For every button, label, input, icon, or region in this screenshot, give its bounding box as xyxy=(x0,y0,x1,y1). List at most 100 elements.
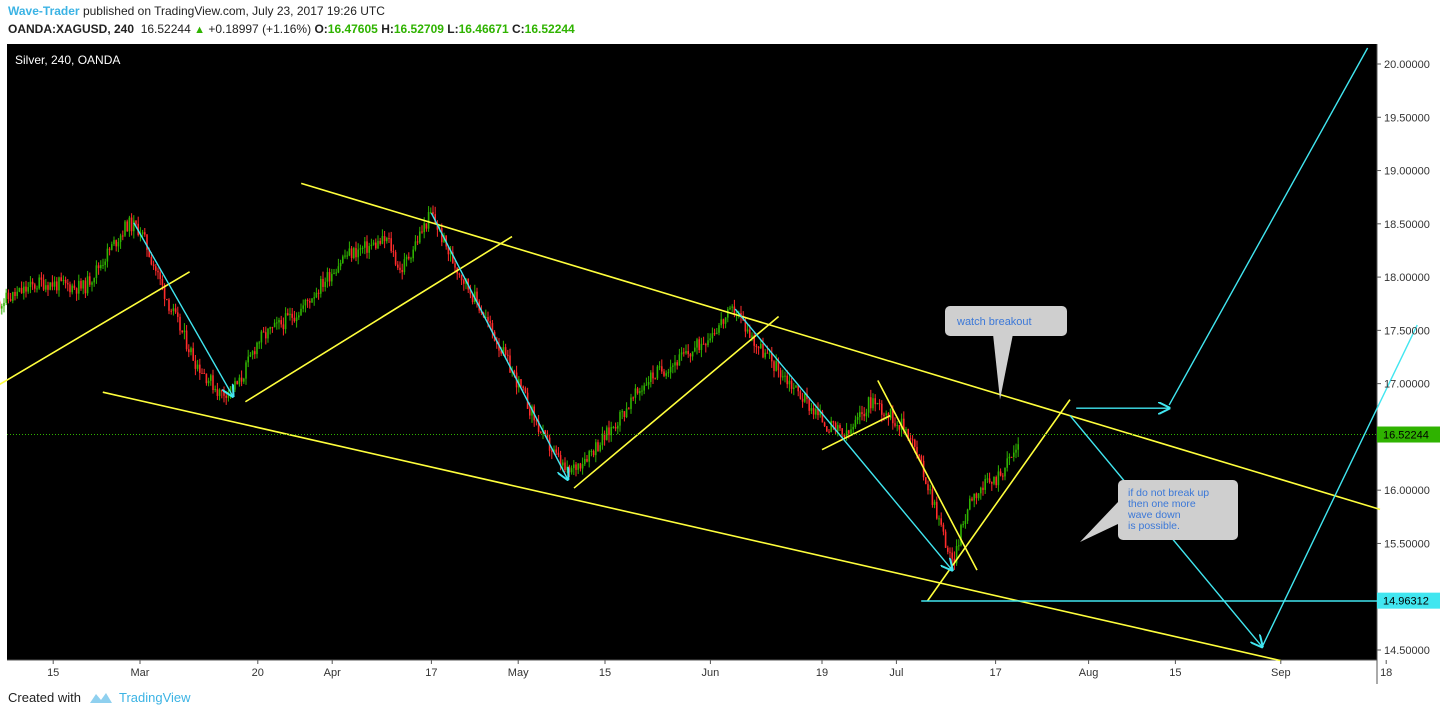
candle-body xyxy=(577,463,579,470)
candle-body xyxy=(212,375,214,391)
price-chart[interactable]: 20.00000 19.50000 19.00000 18.50000 18.00000… xyxy=(0,44,1440,684)
author-link[interactable]: Wave-Trader xyxy=(8,4,80,18)
candle-body xyxy=(801,398,804,402)
candle-body xyxy=(434,214,436,223)
candle-body xyxy=(628,408,630,410)
candle-body xyxy=(885,413,887,416)
candle-body xyxy=(839,425,841,429)
candle-body xyxy=(427,211,430,229)
candle-body xyxy=(161,279,164,286)
candle-body xyxy=(381,236,384,244)
candle-body xyxy=(45,285,47,290)
time-axis[interactable] xyxy=(7,660,1377,684)
y-tick-label: 17.00000 xyxy=(1384,379,1430,391)
candle-body xyxy=(289,313,291,316)
candle-body xyxy=(502,347,505,354)
candle-body xyxy=(36,288,38,290)
x-tick-label: 15 xyxy=(47,667,59,679)
level-price-label xyxy=(1377,592,1440,609)
candle-body xyxy=(676,362,678,366)
candle-body xyxy=(790,380,793,389)
candle-body xyxy=(51,282,54,287)
candle-body xyxy=(421,231,423,233)
candle-body xyxy=(665,373,667,376)
candle-body xyxy=(5,292,7,303)
candle-body xyxy=(661,366,663,372)
candle-body xyxy=(317,292,320,294)
candle-body xyxy=(647,381,650,385)
candle-body xyxy=(16,291,18,296)
candle-body xyxy=(201,372,203,374)
candle-body xyxy=(280,320,282,325)
candle-body xyxy=(656,366,659,379)
cyan-arrow xyxy=(430,212,567,479)
candle-body xyxy=(995,476,997,486)
candle-body xyxy=(194,360,197,369)
candle-body xyxy=(837,425,839,432)
candle-body xyxy=(247,356,249,363)
candle-body xyxy=(392,251,395,253)
candle-body xyxy=(262,331,265,333)
x-tick-label: Aug xyxy=(1079,667,1099,679)
candle-body xyxy=(696,339,698,348)
candle-body xyxy=(141,232,144,234)
candle-body xyxy=(691,351,694,357)
candle-body xyxy=(975,493,978,499)
candle-body xyxy=(258,342,260,344)
candle-body xyxy=(537,420,540,432)
candle-body xyxy=(183,330,186,333)
candle-body xyxy=(148,249,150,257)
candle-body xyxy=(793,387,795,389)
candle-body xyxy=(984,479,986,490)
candle-body xyxy=(614,427,617,429)
candle-body xyxy=(669,366,672,373)
candle-body xyxy=(249,354,252,357)
symbol-name: OANDA:XAGUSD, 240 xyxy=(8,22,135,36)
candle-body xyxy=(636,388,639,394)
candle-body xyxy=(256,342,258,355)
candle-body xyxy=(86,276,89,294)
candle-body xyxy=(603,433,606,440)
candle-body xyxy=(947,547,949,552)
candle-body xyxy=(584,458,586,465)
candle-body xyxy=(933,501,936,505)
candle-body xyxy=(163,285,166,299)
candle-body xyxy=(214,389,216,391)
price-axis[interactable] xyxy=(1377,44,1440,684)
candle-body xyxy=(958,545,960,547)
candle-body xyxy=(971,498,973,501)
candle-body xyxy=(133,220,135,232)
publish-line: Wave-Trader published on TradingView.com… xyxy=(8,4,385,18)
candle-body xyxy=(234,381,236,390)
cyan-arrow xyxy=(734,308,952,570)
candle-body xyxy=(449,252,452,255)
candle-body xyxy=(716,332,718,334)
candle-body xyxy=(834,422,837,432)
callout-pointer xyxy=(993,334,1013,400)
candle-body xyxy=(177,312,179,317)
candle-body xyxy=(909,438,912,440)
cyan-line xyxy=(1168,47,1369,406)
candle-body xyxy=(1013,452,1015,457)
candle-body xyxy=(597,442,599,451)
x-tick-label: 19 xyxy=(816,667,828,679)
candle-body xyxy=(986,478,989,480)
candle-body xyxy=(1008,456,1011,459)
candle-body xyxy=(364,241,366,248)
candle-body xyxy=(223,391,225,396)
candle-body xyxy=(102,264,104,266)
last-price-label xyxy=(1377,426,1440,443)
candle-body xyxy=(553,449,555,452)
candle-body xyxy=(416,241,419,243)
candle-body xyxy=(795,385,797,388)
candle-body xyxy=(645,384,648,386)
candle-body xyxy=(938,518,940,520)
candle-body xyxy=(854,419,857,427)
candle-body xyxy=(973,493,975,501)
candle-body xyxy=(82,280,84,289)
candle-body xyxy=(570,468,573,473)
candle-body xyxy=(185,330,188,350)
candle-body xyxy=(216,389,219,396)
tradingview-brand[interactable]: TradingView xyxy=(118,690,191,705)
candle-body xyxy=(469,289,472,295)
